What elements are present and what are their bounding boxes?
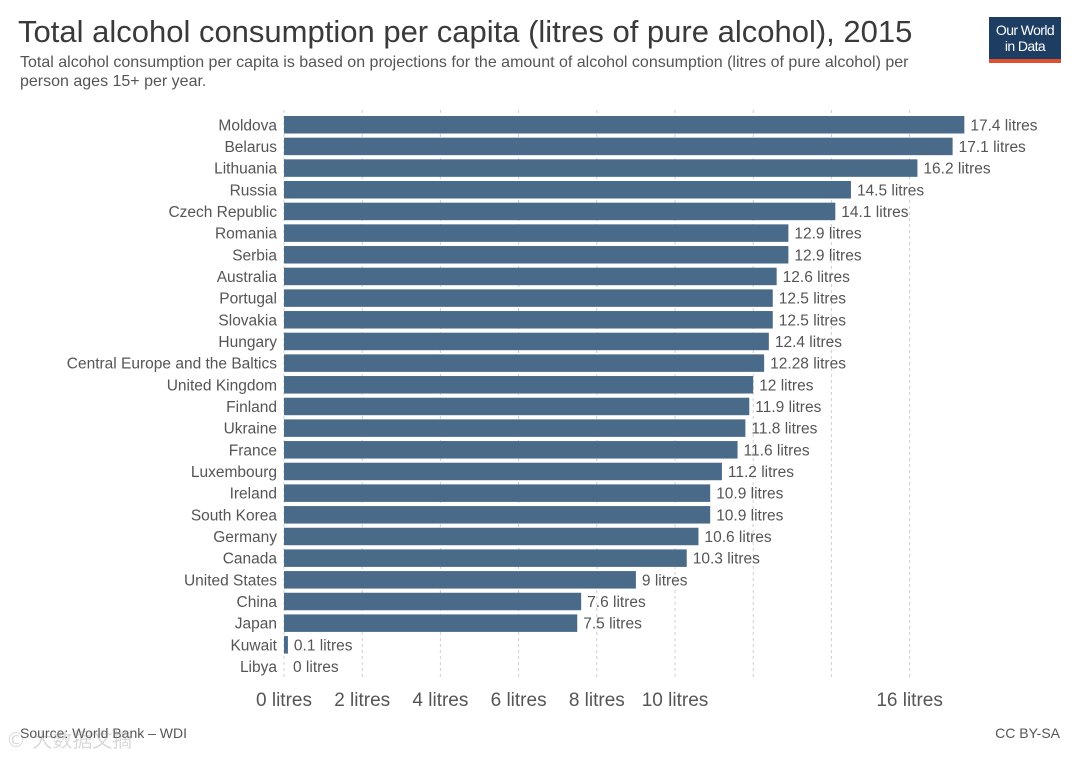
bar [284,506,711,524]
bar [284,159,918,177]
category-label: Slovakia [218,312,277,329]
data-label: 16.2 litres [923,161,990,178]
data-label: 17.1 litres [959,139,1026,156]
data-label: 11.2 litres [728,464,794,481]
category-label: Romania [215,226,277,243]
bar [284,267,777,286]
category-label: Belarus [224,139,277,156]
owid-logo[interactable]: Our World in Data [989,17,1061,63]
x-tick-label: 6 litres [491,690,547,711]
data-label: 7.6 litres [587,594,646,611]
logo-accent-bar [989,59,1061,63]
category-label: Czech Republic [168,204,277,221]
category-label: Moldova [218,117,277,134]
category-label: Lithuania [214,161,277,178]
data-label: 0.1 litres [294,637,353,654]
data-label: 14.5 litres [857,182,924,199]
category-label: Kuwait [230,637,277,654]
bar [284,571,636,589]
x-tick-label: 2 litres [334,690,390,711]
x-tick-label: 4 litres [412,690,468,711]
data-label: 12.5 litres [779,291,846,308]
category-label: China [237,594,278,611]
data-label: 10.9 litres [716,507,783,524]
data-label: 17.4 litres [970,117,1037,134]
category-label: Portugal [219,291,277,308]
logo-line-2: in Data [1004,38,1046,54]
x-tick-label: 10 litres [642,690,709,711]
category-label: Finland [226,399,277,416]
bar [284,636,288,654]
data-label: 11.9 litres [755,399,821,416]
bar [284,397,750,416]
x-tick-label: 0 litres [256,690,312,711]
chart-title: Total alcohol consumption per capita (li… [18,14,913,49]
category-label: Japan [235,616,277,633]
data-label: 10.9 litres [716,486,783,503]
category-label: Russia [230,182,278,199]
bar [284,202,836,221]
category-label: Central Europe and the Baltics [67,356,277,373]
x-tick-label: 8 litres [569,690,625,711]
data-label: 11.6 litres [744,442,810,459]
source-note[interactable]: Source: World Bank – WDI [20,725,188,741]
bar [284,376,754,394]
logo-line-1: Our World [995,22,1055,38]
data-label: 9 litres [642,572,688,589]
category-label: United States [184,572,277,589]
bar [284,592,582,611]
data-label: 14.1 litres [841,204,908,221]
category-label: Ukraine [224,421,277,438]
data-label: 12 litres [759,377,814,394]
bar [284,289,773,307]
bar [284,614,578,632]
bar [284,419,746,437]
data-label: 12.9 litres [794,247,861,264]
category-label: United Kingdom [167,377,277,394]
data-label: 12.5 litres [779,312,846,329]
data-label: 10.6 litres [704,529,771,546]
data-label: 7.5 litres [583,616,642,633]
bar [284,224,789,242]
data-label: 11.8 litres [751,421,817,438]
category-label: Hungary [218,334,277,351]
category-label: Libya [240,659,277,676]
data-label: 12.6 litres [783,269,850,286]
bar [284,137,953,156]
bar [284,484,711,502]
data-label: 12.9 litres [794,226,861,243]
bar [284,181,851,199]
data-label: 0 litres [293,659,339,676]
category-label: France [229,442,277,459]
category-label: Australia [217,269,278,286]
bar [284,116,965,134]
category-label: Luxembourg [191,464,277,481]
data-label: 10.3 litres [693,551,760,568]
category-label: South Korea [191,507,278,524]
x-tick-label: 16 litres [876,690,943,711]
category-label: Serbia [232,247,277,264]
data-label: 12.28 litres [770,356,846,373]
category-label: Canada [223,551,278,568]
bar [284,246,789,264]
category-label: Germany [213,529,277,546]
bar [284,311,773,329]
bar [284,354,765,372]
bar [284,462,722,481]
bar [284,549,687,567]
category-label: Ireland [230,486,277,503]
chart-subtitle: Total alcohol consumption per capita is … [20,54,909,90]
license-label[interactable]: CC BY-SA [995,725,1060,741]
bar [284,527,699,546]
bar [284,441,738,459]
bar [284,332,769,351]
data-label: 12.4 litres [775,334,842,351]
